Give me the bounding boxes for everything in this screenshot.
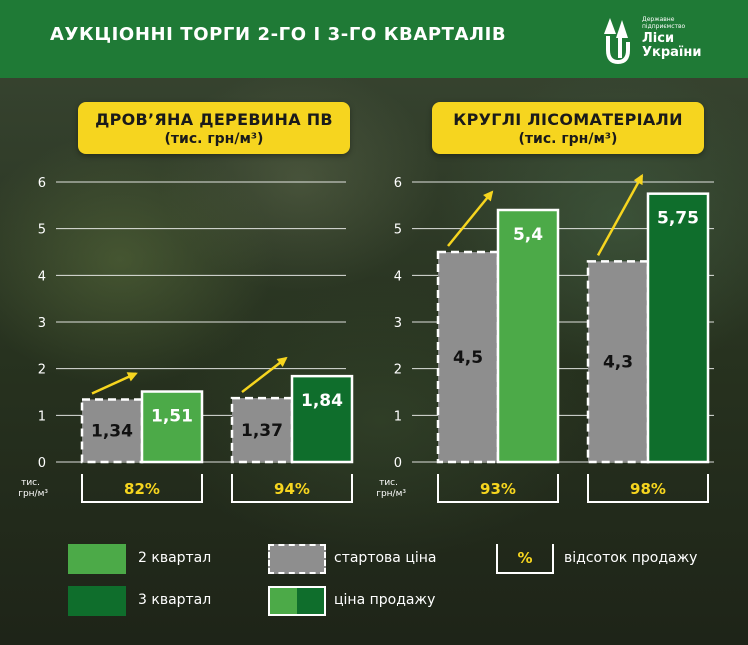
y-tick-label: 2 <box>394 363 402 378</box>
start-price-bar <box>436 250 500 464</box>
legend-q3-swatch <box>68 586 126 616</box>
sale-price-bar <box>496 208 560 464</box>
sale-price-label: 1,84 <box>301 391 343 411</box>
y-tick-label: 3 <box>38 316 46 331</box>
legend-q2-swatch <box>68 544 126 574</box>
chart-title-firewood: ДРОВ’ЯНА ДЕРЕВИНА ПВ <box>95 110 333 129</box>
increase-arrowhead <box>276 356 288 367</box>
percent-sold-label: 93% <box>480 480 516 498</box>
y-tick-label: 6 <box>394 176 402 191</box>
chart-unit-firewood: (тис. грн/м³) <box>164 131 264 147</box>
legend-percent-swatch: % <box>496 544 554 574</box>
sale-price-label: 1,51 <box>151 407 193 427</box>
logo-subtitle: Державне підприємство <box>642 16 686 30</box>
percent-sold-label: 82% <box>124 480 160 498</box>
legend-q2-label: 2 квартал <box>138 550 212 566</box>
sale-price-bar <box>140 390 204 464</box>
y-tick-label: 0 <box>394 456 402 471</box>
y-tick-label: 3 <box>394 316 402 331</box>
y-tick-label: 4 <box>394 269 402 284</box>
y-tick-label: 5 <box>394 223 402 238</box>
increase-arrowhead <box>483 190 494 202</box>
page-title: АУКЦІОННІ ТОРГИ 2-ГО І 3-ГО КВАРТАЛІВ <box>50 24 507 45</box>
chart-title-roundwood: КРУГЛІ ЛІСОМАТЕРІАЛИ <box>453 110 683 129</box>
chart-unit-roundwood: (тис. грн/м³) <box>518 131 618 147</box>
percent-sold-label: 98% <box>630 480 666 498</box>
unit-label: грн/м³ <box>376 489 406 499</box>
legend-start-label: стартова ціна <box>334 550 437 566</box>
y-tick-label: 4 <box>38 269 46 284</box>
percent-bracket <box>231 474 353 503</box>
increase-arrowhead <box>633 173 643 186</box>
sale-price-label: 5,75 <box>657 209 699 229</box>
sale-price-label: 5,4 <box>513 225 543 245</box>
logo-name-line-1: Ліси <box>642 31 675 46</box>
increase-arrow <box>241 357 287 394</box>
unit-label: грн/м³ <box>18 489 48 499</box>
percent-bracket <box>81 474 203 503</box>
percent-sold-label: 94% <box>274 480 310 498</box>
unit-label: тис. <box>379 478 398 488</box>
sale-price-bar <box>290 374 354 464</box>
y-tick-label: 1 <box>38 409 46 424</box>
legend-percent-symbol: % <box>517 549 533 567</box>
percent-bracket <box>437 474 559 503</box>
legend-start-swatch <box>268 544 326 574</box>
y-tick-label: 2 <box>38 363 46 378</box>
increase-arrow <box>91 372 137 395</box>
header-bar: АУКЦІОННІ ТОРГИ 2-ГО І 3-ГО КВАРТАЛІВ Де… <box>0 0 748 78</box>
start-price-label: 1,34 <box>91 422 133 442</box>
logo-name-line-2: України <box>642 45 702 60</box>
logo-tree-icon <box>604 18 630 65</box>
increase-arrowhead <box>126 372 138 382</box>
y-tick-label: 1 <box>394 409 402 424</box>
start-price-label: 4,5 <box>453 348 483 368</box>
chart-title-chip-firewood: ДРОВ’ЯНА ДЕРЕВИНА ПВ (тис. грн/м³) <box>78 102 350 154</box>
y-tick-label: 5 <box>38 223 46 238</box>
increase-arrow <box>596 175 644 256</box>
sale-price-bar <box>646 192 710 464</box>
y-tick-label: 0 <box>38 456 46 471</box>
legend-sale-label: ціна продажу <box>334 592 436 608</box>
logo: Державне підприємство Ліси України <box>596 12 736 68</box>
logo-name: Ліси України <box>642 32 701 60</box>
legend-q3-label: 3 квартал <box>138 592 212 608</box>
increase-arrow <box>447 191 493 247</box>
start-price-label: 1,37 <box>241 421 283 441</box>
legend-sale-swatch <box>268 586 326 616</box>
chart-title-chip-roundwood: КРУГЛІ ЛІСОМАТЕРІАЛИ (тис. грн/м³) <box>432 102 704 154</box>
start-price-label: 4,3 <box>603 353 633 373</box>
unit-label: тис. <box>21 478 40 488</box>
y-tick-label: 6 <box>38 176 46 191</box>
legend-percent-label: відсоток продажу <box>564 550 698 566</box>
start-price-bar <box>586 260 650 464</box>
percent-bracket <box>587 474 709 503</box>
